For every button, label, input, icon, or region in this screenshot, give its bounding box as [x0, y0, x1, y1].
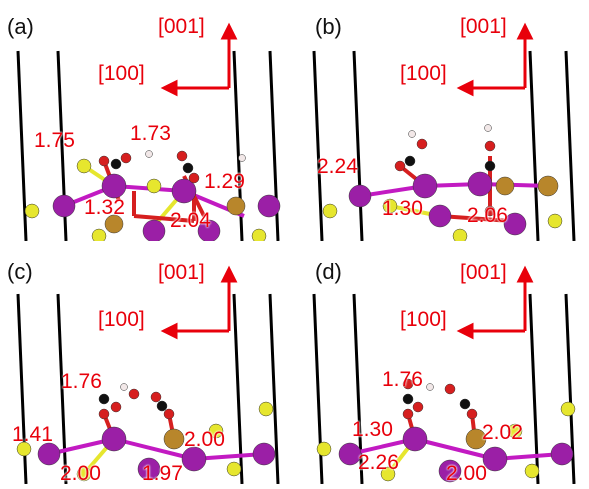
structure-c — [16, 265, 280, 484]
distance-label: 1.73 — [130, 122, 171, 145]
distance-label: 2.04 — [170, 209, 211, 232]
distance-label: 2.00 — [446, 462, 487, 484]
distance-label: 1.29 — [204, 170, 245, 193]
axis-arrows — [160, 265, 238, 340]
atoms — [316, 378, 576, 483]
distance-label: 2.02 — [482, 421, 523, 444]
panel-label: (c) — [7, 259, 33, 284]
structure-d — [312, 265, 576, 484]
atoms — [322, 124, 563, 241]
panel-label: (a) — [7, 14, 34, 39]
panel-label: (d) — [315, 259, 342, 284]
distance-label: 1.76 — [61, 370, 102, 393]
distance-label: 1.32 — [84, 196, 125, 219]
panel-label: (b) — [315, 14, 342, 39]
axis-arrows — [456, 22, 534, 97]
axis-arrows — [456, 265, 534, 340]
axis-label-001: [001] — [460, 261, 507, 284]
distance-label: 1.75 — [34, 129, 75, 152]
atoms — [24, 150, 281, 241]
axis-label-001: [001] — [460, 15, 507, 38]
structure-a — [16, 22, 281, 241]
axis-label-100: [100] — [400, 62, 447, 85]
panel-a: (a) [001] [100] 1.75 1.73 1.29 1.32 2.04 — [4, 6, 289, 241]
distance-label: 2.26 — [358, 451, 399, 474]
axis-label-100: [100] — [98, 62, 145, 85]
panel-b: (b) [001] [100] 2.24 1.30 2.06 — [300, 6, 585, 241]
cell-walls — [312, 50, 576, 241]
distance-label: 1.97 — [142, 462, 183, 484]
distance-label: 2.00 — [184, 428, 225, 451]
distance-label: 1.30 — [382, 197, 423, 220]
distance-label: 2.24 — [317, 155, 358, 178]
axis-label-001: [001] — [158, 15, 205, 38]
axis-label-100: [100] — [98, 308, 145, 331]
distance-label: 1.76 — [382, 368, 423, 391]
axis-arrows — [160, 22, 238, 97]
axis-label-100: [100] — [400, 308, 447, 331]
distance-label: 1.30 — [352, 418, 393, 441]
axis-label-001: [001] — [158, 261, 205, 284]
panel-c: (c) [001] [100] 1.76 1.41 2.00 2.00 1.97 — [4, 249, 289, 484]
atoms — [16, 383, 276, 482]
distance-label: 2.06 — [467, 204, 508, 227]
panel-d: (d) [001] [100] 1.76 1.30 2.02 2.26 2.00 — [300, 249, 585, 484]
distance-label: 2.00 — [60, 462, 101, 484]
structure-b — [312, 22, 576, 241]
distance-label: 1.41 — [12, 423, 53, 446]
